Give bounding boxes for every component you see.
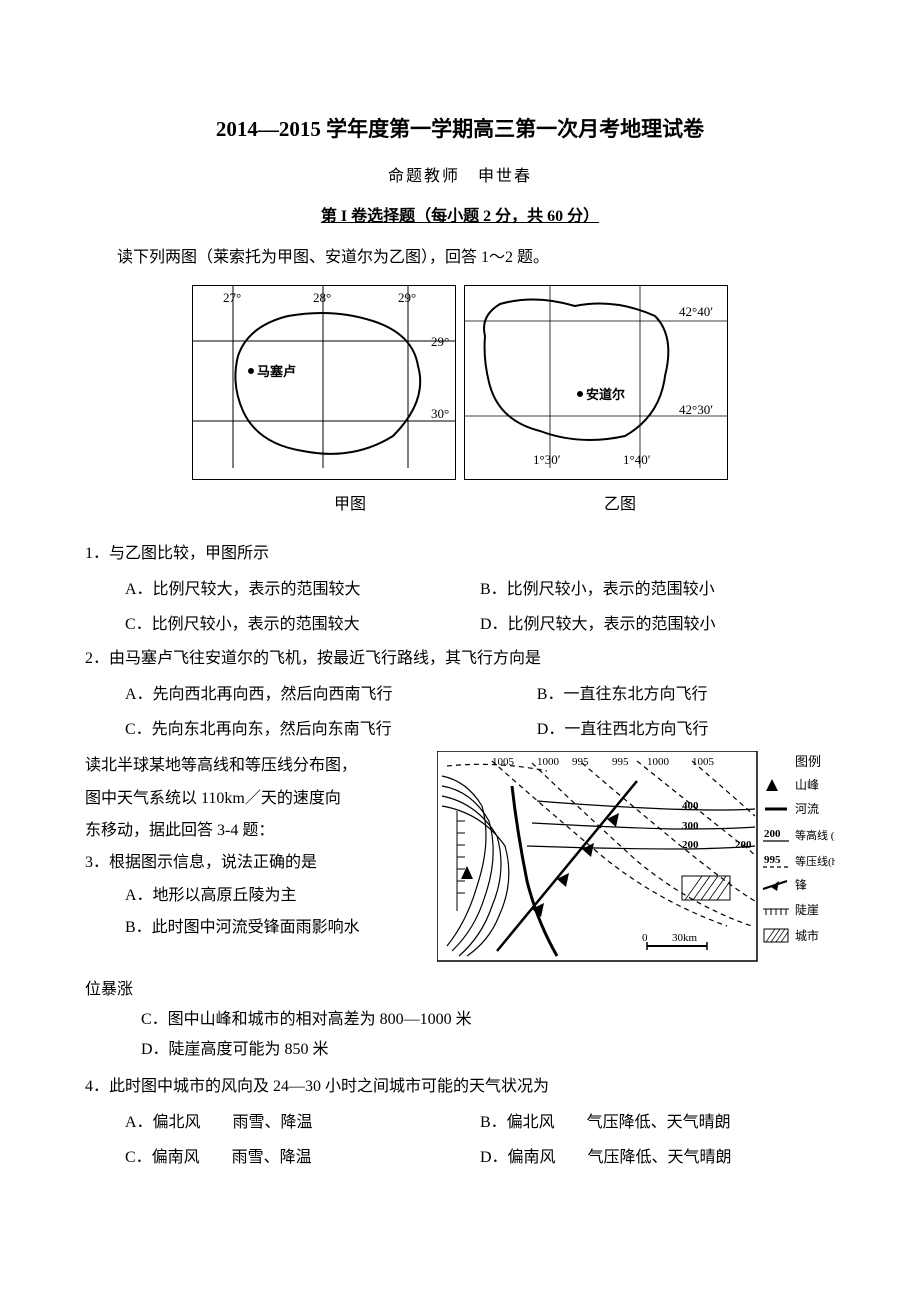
svg-text:995: 995 [764,854,781,866]
instruction-2-line2: 图中天气系统以 110km／天的速度向 [85,784,422,814]
legend-city: 城市 [795,928,819,943]
exam-author: 命题教师 申世春 [85,162,835,192]
q2-options: A．先向西北再向西，然后向西南飞行 B．一直往东北方向飞行 C．先向东北再向东，… [85,680,835,745]
legend-isobar: 等压线(hpa) [795,854,835,868]
city-andorra: 安道尔 [586,387,625,402]
q2-option-b: B．一直往东北方向飞行 [537,680,835,710]
q3-option-c: C．图中山峰和城市的相对高差为 800—1000 米 [85,1005,835,1035]
q2-option-c: C．先向东北再向东，然后向东南飞行 [125,715,537,745]
q4-options: A．偏北风 雨雪、降温 B．偏北风 气压降低、天气晴朗 C．偏南风 雨雪、降温 … [85,1108,835,1173]
pressure-label: 1005 [692,756,715,768]
q1-option-c: C．比例尺较小，表示的范围较大 [125,610,480,640]
map-lesotho: 27° 28° 29° 29° 30° 马塞卢 [192,285,456,480]
exam-title: 2014—2015 学年度第一学期高三第一次月考地理试卷 [85,110,835,150]
q2-option-d: D．一直往西北方向飞行 [537,715,835,745]
pressure-label: 1005 [492,756,515,768]
legend-peak: 山峰 [795,778,819,792]
contour-label: 200 [682,839,699,851]
legend-contour: 等高线 (mm) [795,828,835,842]
caption-map1: 甲图 [334,490,366,520]
maps-container: 27° 28° 29° 29° 30° 马塞卢 42°40′ 42°30′ 1°… [85,285,835,480]
svg-text:200: 200 [764,828,781,840]
lon-28: 28° [313,290,331,305]
q3-section: 读北半球某地等高线和等压线分布图， 图中天气系统以 110km／天的速度向 东移… [85,751,835,974]
q4-stem: 4．此时图中城市的风向及 24—30 小时之间城市可能的天气状况为 [85,1072,835,1102]
q2-option-a: A．先向西北再向西，然后向西南飞行 [125,680,537,710]
q3-option-b-l1: B．此时图中河流受锋面雨影响水 [85,913,422,943]
lon-29: 29° [398,290,416,305]
map-andorra: 42°40′ 42°30′ 1°30′ 1°40′ 安道尔 [464,285,728,480]
caption-map2: 乙图 [604,490,636,520]
q4-option-c: C．偏南风 雨雪、降温 [125,1143,480,1173]
city-maseru: 马塞卢 [257,364,296,379]
pressure-label: 1000 [537,756,560,768]
q4-option-d: D．偏南风 气压降低、天气晴朗 [480,1143,835,1173]
instruction-1: 读下列两图（莱索托为甲图、安道尔为乙图），回答 1～2 题。 [85,243,835,273]
q1-option-a: A．比例尺较大，表示的范围较大 [125,575,480,605]
q3-stem: 3．根据图示信息，说法正确的是 [85,848,422,878]
figure-captions: 甲图 乙图 [85,490,835,520]
q1-stem: 1．与乙图比较，甲图所示 [85,539,835,569]
lon-130: 1°30′ [533,452,561,467]
scale-label: 30km [672,932,698,944]
contour-label: 200 [735,839,752,851]
legend-cliff: 陡崖 [795,903,819,917]
lat-4230: 42°30′ [679,402,713,417]
lat-30: 30° [431,406,449,421]
contour-label: 300 [682,820,699,832]
pressure-label: 995 [572,756,589,768]
contour-label: 400 [682,800,699,812]
lat-29: 29° [431,334,449,349]
q4-option-b: B．偏北风 气压降低、天气晴朗 [480,1108,835,1138]
city-marker-icon [577,391,583,397]
q1-option-b: B．比例尺较小，表示的范围较小 [480,575,835,605]
q1-options: A．比例尺较大，表示的范围较大 B．比例尺较小，表示的范围较小 C．比例尺较小，… [85,575,835,640]
pressure-label: 1000 [647,756,670,768]
instruction-2-line1: 读北半球某地等高线和等压线分布图， [85,751,422,781]
legend-title: 图例 [795,754,821,769]
instruction-2-line3: 东移动，据此回答 3-4 题： [85,816,422,846]
lat-4240: 42°40′ [679,304,713,319]
q3-option-d: D．陡崖高度可能为 850 米 [85,1035,835,1065]
legend-front: 锋 [795,878,807,892]
section-header: 第 I 卷选择题（每小题 2 分，共 60 分） [85,202,835,232]
pressure-label: 995 [612,756,629,768]
q1-option-d: D．比例尺较大，表示的范围较小 [480,610,835,640]
lon-140: 1°40′ [623,452,651,467]
weather-map: 1005 1000 995 995 1000 1005 400 300 200 … [437,751,835,974]
q4-option-a: A．偏北风 雨雪、降温 [125,1108,480,1138]
city-marker-icon [248,368,254,374]
scale-zero: 0 [642,932,648,944]
q2-stem: 2．由马塞卢飞往安道尔的飞机，按最近飞行路线，其飞行方向是 [85,644,835,674]
q3-option-b-l2: 位暴涨 [85,975,835,1005]
legend-river: 河流 [795,802,819,816]
lon-27: 27° [223,290,241,305]
q3-option-a: A．地形以高原丘陵为主 [85,881,422,911]
